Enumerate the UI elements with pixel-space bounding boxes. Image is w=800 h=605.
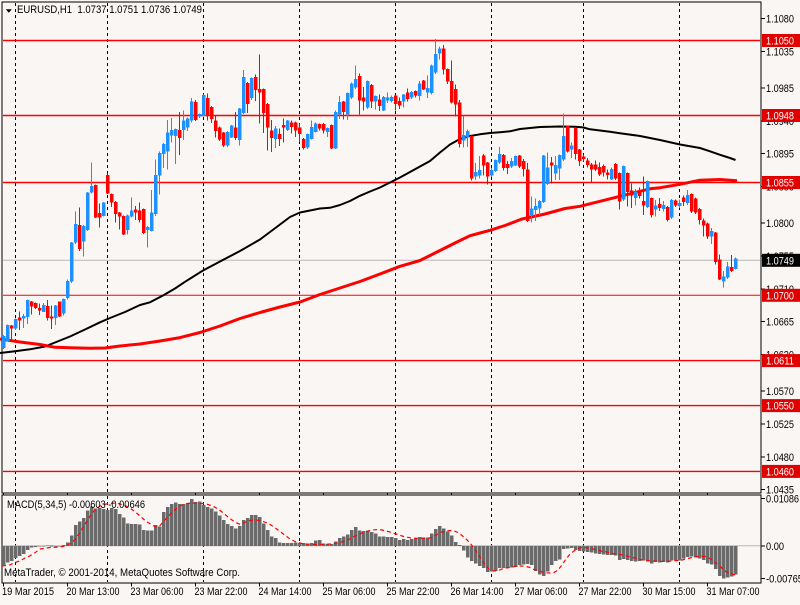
- svg-text:1.0460: 1.0460: [766, 466, 794, 478]
- svg-text:1.0480: 1.0480: [766, 452, 794, 464]
- svg-text:1.0855: 1.0855: [766, 178, 794, 190]
- svg-text:30 Mar 15:00: 30 Mar 15:00: [643, 586, 696, 598]
- svg-text:26 Mar 14:00: 26 Mar 14:00: [451, 586, 504, 598]
- svg-text:1.0985: 1.0985: [766, 83, 794, 95]
- svg-text:1.1035: 1.1035: [766, 47, 794, 59]
- svg-text:1.0525: 1.0525: [766, 419, 794, 431]
- svg-text:23 Mar 22:00: 23 Mar 22:00: [195, 586, 248, 598]
- svg-text:1.0570: 1.0570: [766, 386, 794, 398]
- svg-text:-0.00765: -0.00765: [766, 574, 800, 586]
- svg-text:27 Mar 22:00: 27 Mar 22:00: [579, 586, 632, 598]
- svg-text:20 Mar 13:00: 20 Mar 13:00: [67, 586, 120, 598]
- svg-text:EURUSD,H1 1.0737 1.0751 1.073: EURUSD,H1 1.0737 1.0751 1.0736 1.0749: [17, 4, 202, 16]
- svg-text:1.0948: 1.0948: [766, 111, 794, 123]
- svg-text:0.00: 0.00: [766, 541, 784, 553]
- svg-text:23 Mar 06:00: 23 Mar 06:00: [131, 586, 184, 598]
- svg-text:24 Mar 14:00: 24 Mar 14:00: [259, 586, 312, 598]
- svg-text:19 Mar 2015: 19 Mar 2015: [2, 586, 54, 598]
- svg-text:31 Mar 07:00: 31 Mar 07:00: [707, 586, 760, 598]
- svg-text:1.0749: 1.0749: [766, 255, 794, 267]
- svg-text:1.0611: 1.0611: [766, 356, 794, 368]
- svg-text:0.01086: 0.01086: [766, 494, 799, 506]
- svg-text:1.0550: 1.0550: [766, 401, 794, 413]
- svg-text:27 Mar 06:00: 27 Mar 06:00: [515, 586, 568, 598]
- svg-text:1.1080: 1.1080: [766, 14, 794, 26]
- svg-text:MACD(5,34,5) -0.00603 -0.00646: MACD(5,34,5) -0.00603 -0.00646: [7, 499, 145, 511]
- svg-text:1.0895: 1.0895: [766, 149, 794, 161]
- svg-text:25 Mar 06:00: 25 Mar 06:00: [323, 586, 376, 598]
- svg-text:1.0700: 1.0700: [766, 290, 794, 302]
- svg-text:1.0800: 1.0800: [766, 218, 794, 230]
- svg-text:MetaTrader, © 2001-2014, MetaQ: MetaTrader, © 2001-2014, MetaQuotes Soft…: [4, 567, 240, 579]
- svg-text:25 Mar 22:00: 25 Mar 22:00: [387, 586, 440, 598]
- svg-text:1.0665: 1.0665: [766, 317, 794, 329]
- svg-text:1.1050: 1.1050: [766, 36, 794, 48]
- svg-text:1.0435: 1.0435: [766, 485, 794, 497]
